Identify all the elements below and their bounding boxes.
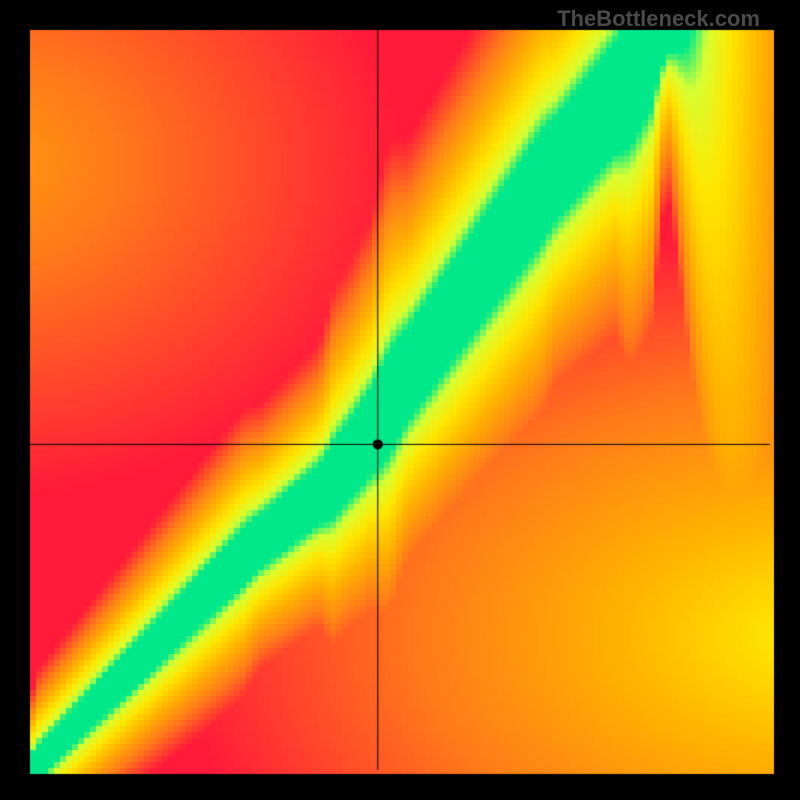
- bottleneck-heatmap: [0, 0, 800, 800]
- watermark-text: TheBottleneck.com: [557, 6, 760, 32]
- chart-container: { "watermark": { "text": "TheBottleneck.…: [0, 0, 800, 800]
